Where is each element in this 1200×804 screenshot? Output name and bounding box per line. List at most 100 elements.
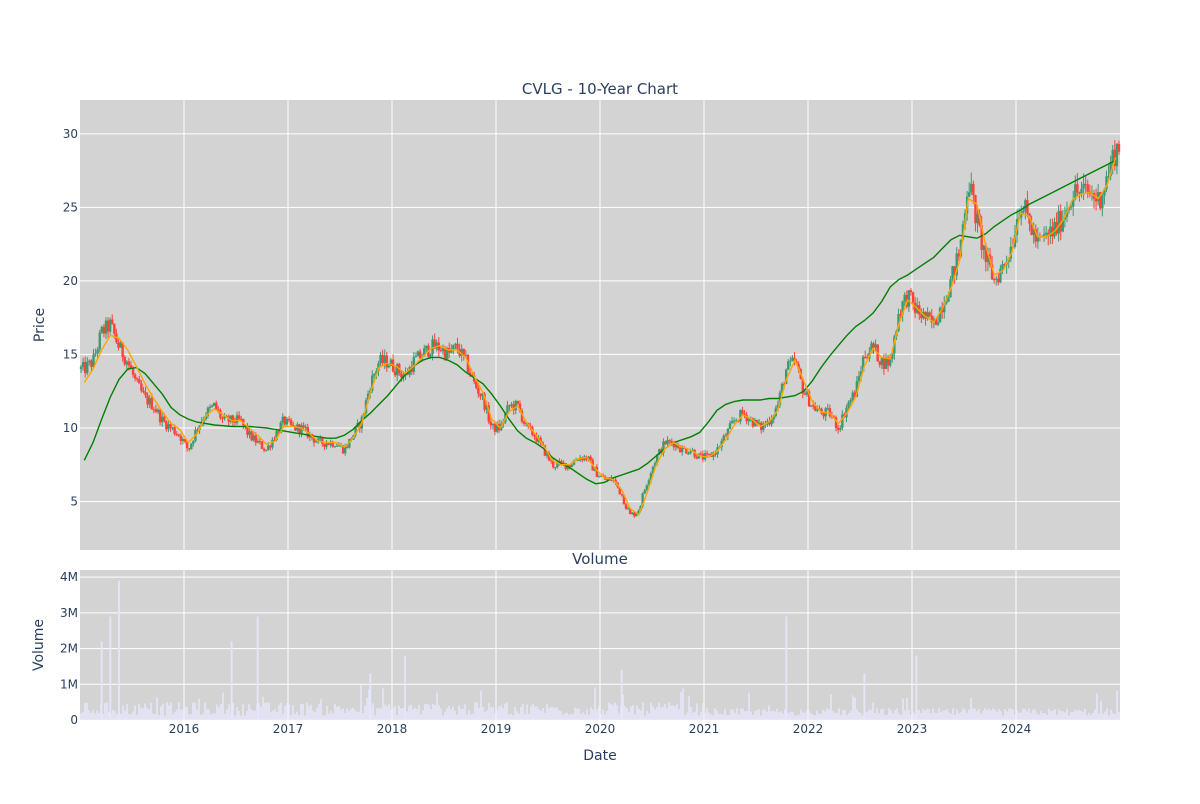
- candle-down: [150, 398, 153, 410]
- volume-bar: [926, 708, 928, 720]
- price-gridlines: [80, 100, 1120, 550]
- candle-down: [292, 424, 295, 426]
- candle-up: [851, 392, 854, 400]
- volume-bar: [592, 709, 594, 720]
- candle-up: [373, 373, 376, 376]
- candle-down: [113, 323, 116, 334]
- candle-down: [705, 453, 709, 455]
- volume-bar: [896, 708, 898, 720]
- candle-down: [331, 441, 334, 447]
- volume-bar: [566, 712, 568, 720]
- candle-up: [870, 343, 873, 354]
- volume-bar: [764, 709, 766, 720]
- volume-bar: [202, 713, 204, 720]
- candle-down: [672, 443, 676, 448]
- candle-up: [100, 326, 104, 333]
- candle-down: [179, 435, 183, 442]
- volume-bar: [144, 703, 146, 720]
- volume-bar: [928, 709, 930, 720]
- candle-down: [127, 361, 131, 366]
- volume-bar: [1038, 714, 1040, 720]
- candle-up: [464, 354, 468, 356]
- volume-bar: [514, 706, 516, 720]
- volume-bar: [958, 713, 960, 720]
- volume-bar: [494, 713, 496, 720]
- volume-y-axis-title: Volume: [31, 619, 47, 671]
- volume-bar: [1090, 714, 1092, 720]
- volume-bar: [434, 705, 436, 720]
- candle-down: [456, 343, 459, 350]
- volume-bar: [260, 706, 262, 720]
- volume-bar: [760, 715, 762, 720]
- volume-bar: [274, 708, 276, 720]
- candle-down: [878, 361, 881, 365]
- volume-bar: [498, 706, 500, 720]
- candle-up: [267, 445, 270, 450]
- candle-down: [984, 245, 988, 263]
- volume-bar: [726, 714, 728, 720]
- volume-bar: [544, 712, 546, 720]
- volume-bar: [708, 712, 710, 720]
- volume-bar: [578, 708, 580, 720]
- volume-bar: [638, 708, 640, 720]
- volume-bar: [656, 707, 658, 720]
- volume-bar: [688, 695, 690, 720]
- volume-bar: [1054, 709, 1056, 720]
- volume-bar: [940, 711, 942, 720]
- volume-bar: [650, 703, 652, 720]
- candle-down: [568, 464, 572, 467]
- volume-bar: [446, 708, 448, 720]
- volume-bar: [1020, 712, 1022, 720]
- volume-bar: [1086, 715, 1088, 720]
- volume-bar: [724, 708, 726, 720]
- candle-up: [947, 297, 950, 302]
- volume-bar: [994, 709, 996, 720]
- candle-down: [231, 415, 235, 422]
- volume-bar: [820, 713, 822, 720]
- volume-bar: [630, 706, 632, 720]
- candle-up: [1044, 232, 1048, 235]
- volume-bar: [226, 709, 228, 720]
- volume-bar: [542, 707, 544, 720]
- volume-bar: [742, 708, 744, 720]
- volume-bar: [538, 709, 540, 720]
- candle-down: [628, 508, 632, 515]
- volume-bar: [694, 711, 696, 720]
- volume-bar: [812, 714, 814, 720]
- candle-up: [371, 375, 374, 391]
- candle-up: [859, 371, 863, 377]
- volume-bar: [1076, 710, 1078, 720]
- volume-bar: [1108, 715, 1110, 720]
- volume-bar: [124, 710, 126, 720]
- volume-bar: [300, 703, 302, 720]
- volume-bar: [872, 702, 874, 720]
- candle-up: [945, 301, 948, 304]
- volume-bar: [358, 711, 360, 720]
- volume-bar: [1112, 712, 1114, 720]
- volume-bar: [146, 707, 148, 720]
- candle-up: [204, 415, 208, 420]
- volume-bar: [1066, 708, 1068, 720]
- candle-down: [886, 357, 890, 366]
- candle-up: [423, 348, 426, 357]
- volume-bar: [1046, 715, 1048, 720]
- volume-bar: [860, 713, 862, 720]
- volume-bar: [874, 713, 876, 720]
- volume-bar: [790, 711, 792, 720]
- volume-bar: [396, 715, 398, 720]
- candle-up: [235, 415, 239, 423]
- candle-up: [653, 463, 657, 467]
- moving-average-short-line: [83, 157, 1117, 516]
- volume-bar: [594, 687, 596, 720]
- x-tick-label: 2022: [793, 722, 824, 736]
- volume-bar: [700, 711, 702, 720]
- candle-down: [549, 460, 553, 462]
- candle-down: [1059, 211, 1062, 232]
- candle-up: [210, 405, 214, 407]
- candle-down: [520, 410, 524, 422]
- candle-down: [820, 408, 823, 414]
- volume-bar: [586, 709, 588, 720]
- candle-up: [435, 342, 438, 349]
- volume-bar: [352, 707, 354, 720]
- candle-down: [622, 494, 626, 505]
